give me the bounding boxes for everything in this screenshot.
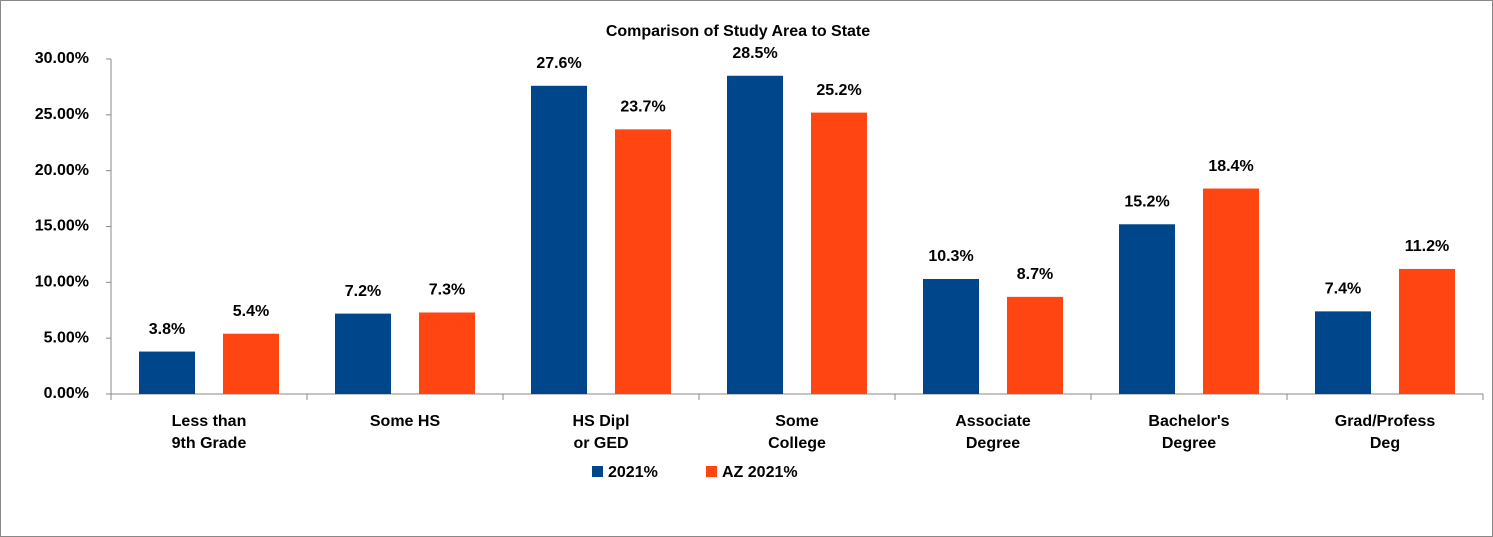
data-label: 7.3% bbox=[429, 282, 465, 299]
y-tick-label: 10.00% bbox=[35, 274, 89, 291]
bar bbox=[923, 278, 979, 394]
data-label: 23.7% bbox=[620, 99, 665, 116]
data-label: 7.2% bbox=[345, 283, 381, 300]
x-tick-label: Grad/Profess Deg bbox=[1334, 413, 1436, 452]
bar bbox=[727, 75, 783, 394]
data-label: 5.4% bbox=[233, 303, 269, 320]
bar bbox=[419, 312, 475, 394]
data-label: 11.2% bbox=[1405, 238, 1449, 255]
bar bbox=[139, 351, 195, 394]
bar bbox=[1119, 224, 1175, 394]
y-tick-label: 20.00% bbox=[35, 162, 89, 179]
y-tick-label: 30.00% bbox=[35, 50, 89, 67]
bar bbox=[811, 112, 867, 394]
chart-title: Comparison of Study Area to State bbox=[606, 23, 870, 40]
x-tick-label: Some HS bbox=[369, 413, 441, 430]
bar bbox=[615, 129, 671, 394]
data-label: 10.3% bbox=[928, 248, 973, 265]
data-label: 18.4% bbox=[1208, 158, 1253, 175]
data-label: 25.2% bbox=[816, 82, 861, 99]
y-tick-label: 5.00% bbox=[44, 329, 89, 346]
data-label: 8.7% bbox=[1017, 266, 1053, 283]
y-tick-label: 15.00% bbox=[35, 218, 89, 235]
x-tick-label: HS Dipl or GED bbox=[572, 413, 630, 452]
data-label: 7.4% bbox=[1325, 281, 1361, 298]
legend-label: AZ 2021% bbox=[722, 464, 798, 481]
data-label: 27.6% bbox=[536, 55, 581, 72]
y-tick-label: 25.00% bbox=[35, 106, 89, 123]
bar bbox=[1007, 296, 1063, 394]
legend-swatch bbox=[706, 466, 717, 477]
bar bbox=[531, 85, 587, 395]
x-tick-label: Bachelor's Degree bbox=[1148, 413, 1230, 452]
bar bbox=[335, 313, 391, 394]
y-tick-label: 0.00% bbox=[44, 385, 89, 402]
bar bbox=[223, 333, 279, 394]
bar bbox=[1399, 268, 1455, 394]
data-label: 15.2% bbox=[1124, 193, 1169, 210]
legend-swatch bbox=[592, 466, 603, 477]
bar bbox=[1315, 311, 1371, 394]
x-tick-label: Associate Degree bbox=[955, 413, 1031, 452]
data-label: 3.8% bbox=[149, 321, 185, 338]
x-tick-label: Less than 9th Grade bbox=[171, 413, 247, 452]
x-tick-label: Some College bbox=[768, 413, 826, 452]
legend-label: 2021% bbox=[608, 464, 658, 481]
data-label: 28.5% bbox=[732, 45, 777, 62]
bar bbox=[1203, 188, 1259, 394]
